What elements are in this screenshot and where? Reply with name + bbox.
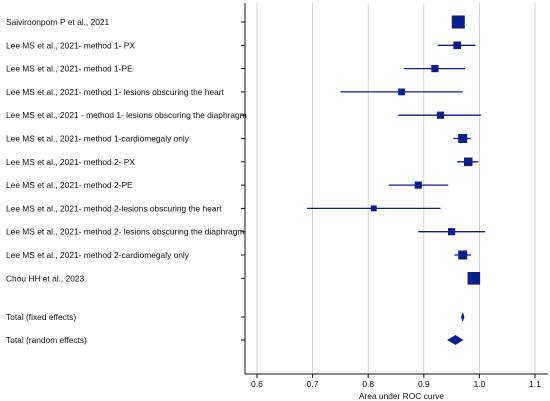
x-tick-label: 1.0 [474,379,486,389]
study-point-marker [453,41,461,50]
study-point-marker [464,157,473,167]
study-point-marker [431,65,439,73]
study-label: Lee MS et al., 2021- method 1-PE [6,64,133,74]
study-point-marker [467,272,481,285]
study-point-marker [458,134,468,143]
summary-label: Total (random effects) [6,335,87,345]
x-tick-label: 0.6 [251,379,263,389]
summary-label: Total (fixed effects) [6,312,76,322]
x-tick-label: 0.7 [307,379,319,389]
study-point-marker [370,205,377,212]
study-label: Lee MS et al., 2021- method 1- lesions o… [6,87,225,97]
study-label: Saiviroonporn P et al., 2021 [6,17,110,27]
study-label: Lee MS et al., 2021- method 2- lesions o… [6,227,244,237]
study-rows: Saiviroonporn P et al., 2021 Lee MS et al… [6,15,485,345]
study-label: Lee MS et al., 2021- method 2-cardiomega… [6,250,190,260]
x-tick-label: 1.1 [529,379,541,389]
x-tick-label: 0.9 [418,379,430,389]
study-label: Chou HH et al., 2023 [6,273,85,283]
x-tick-label: 0.8 [362,379,374,389]
study-label: Lee MS et al., 2021- method 2-PE [6,180,133,190]
study-point-marker [451,15,465,29]
grid-lines [256,3,536,374]
summary-diamond [461,312,465,322]
study-point-marker [436,111,445,119]
summary-diamond [447,335,464,345]
study-label: Lee MS et al., 2021- method 1- PX [6,40,135,50]
axis-layer: 0.6 0.7 0.8 0.9 1.0 1.1 Area under ROC curve [244,3,548,401]
x-axis-ticks: 0.6 0.7 0.8 0.9 1.0 1.1 [251,374,541,389]
study-point-marker [414,181,422,189]
study-label: Lee MS et al., 2021- method 2-lesions ob… [6,203,222,213]
study-point-marker [458,250,468,260]
study-point-marker [398,88,405,96]
study-label: Lee MS et al., 2021- method 2- PX [6,157,135,167]
study-label: Lee MS et al., 2021 - method 1- lesions … [6,110,247,120]
x-axis-title: Area under ROC curve [359,391,445,401]
study-point-marker [448,228,456,236]
study-label: Lee MS et al., 2021- method 1-cardiomega… [6,134,190,144]
